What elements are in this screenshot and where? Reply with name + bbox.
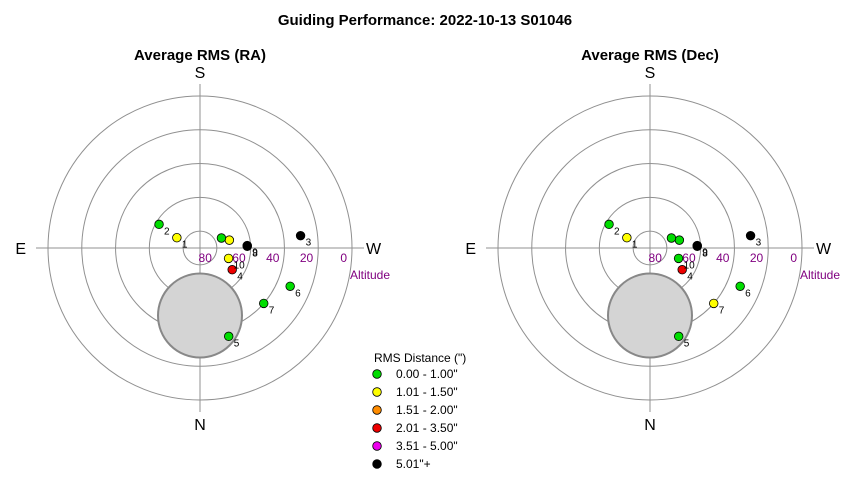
- direction-south: S: [645, 65, 656, 82]
- guide-point-label: 6: [295, 288, 301, 299]
- guide-point-label: 4: [237, 272, 243, 283]
- guide-point-6: [735, 281, 745, 291]
- legend-swatch: [372, 369, 382, 379]
- direction-west: W: [816, 241, 832, 258]
- altitude-tick-label: 0: [790, 251, 797, 265]
- guide-point-3: [295, 230, 306, 241]
- guide-point-3: [745, 230, 756, 241]
- direction-west: W: [366, 241, 382, 258]
- guide-point-label: 2: [614, 226, 620, 237]
- legend-swatch: [372, 459, 382, 469]
- legend-swatch: [372, 441, 382, 451]
- guide-point-10: [223, 253, 234, 264]
- altitude-tick-label: 80: [649, 251, 663, 265]
- direction-north: N: [194, 417, 206, 434]
- altitude-tick-label: 60: [682, 251, 696, 265]
- guide-point-extra-11: [216, 233, 227, 243]
- guide-point-extra-10: [674, 235, 685, 245]
- guide-point-label: 2: [164, 226, 170, 237]
- altitude-tick-label: 0: [340, 251, 347, 265]
- guide-point-label: 3: [756, 238, 762, 249]
- altitude-tick-label: 40: [266, 251, 280, 265]
- guide-point-extra-10: [224, 235, 235, 245]
- guide-point-label: 3: [306, 238, 312, 249]
- guide-point-6: [285, 281, 295, 291]
- altitude-tick-label: 20: [750, 251, 764, 265]
- guide-point-label: 4: [687, 272, 693, 283]
- rms-legend: RMS Distance (") 0.00 - 1.00" 1.01 - 1.50"…: [372, 351, 466, 471]
- guide-point-9: [692, 240, 702, 251]
- guide-point-7: [709, 298, 719, 309]
- guide-point-10: [673, 253, 684, 264]
- exclusion-disc: [157, 272, 243, 359]
- guide-point-2: [604, 219, 614, 230]
- guide-point-4: [227, 265, 237, 275]
- exclusion-disc: [607, 272, 693, 359]
- altitude-axis-label: Altitude: [800, 268, 840, 282]
- chart-title: Guiding Performance: 2022-10-13 S01046: [278, 12, 572, 29]
- legend-entry-label: 3.51 - 5.00": [396, 439, 458, 453]
- direction-east: E: [15, 241, 26, 258]
- guide-point-5: [674, 331, 684, 342]
- altitude-tick-label: 20: [300, 251, 314, 265]
- guide-point-extra-11: [666, 233, 677, 243]
- guide-point-label: 9: [702, 248, 708, 259]
- guide-point-label: 10: [234, 260, 246, 271]
- guide-point-label: 1: [632, 240, 638, 251]
- panel-title: Average RMS (RA): [134, 47, 266, 64]
- guide-point-5: [224, 331, 234, 342]
- guide-point-4: [677, 265, 687, 275]
- guide-point-label: 5: [684, 338, 690, 349]
- legend-entry-label: 1.01 - 1.50": [396, 385, 458, 399]
- guide-point-label: 10: [684, 260, 696, 271]
- legend-title: RMS Distance ("): [374, 351, 466, 365]
- legend-swatch: [372, 387, 382, 397]
- guide-point-label: 8: [702, 248, 708, 259]
- guide-point-2: [154, 219, 164, 230]
- direction-south: S: [195, 65, 206, 82]
- guide-point-label: 7: [269, 305, 275, 316]
- altitude-axis-label: Altitude: [350, 268, 390, 282]
- direction-east: E: [465, 241, 476, 258]
- guide-point-7: [259, 298, 269, 309]
- guide-point-label: 6: [745, 288, 751, 299]
- altitude-tick-label: 80: [199, 251, 213, 265]
- guide-point-1: [172, 232, 182, 243]
- guide-point-1: [622, 232, 632, 243]
- legend-entry-label: 1.51 - 2.00": [396, 403, 458, 417]
- legend-entry-label: 2.01 - 3.50": [396, 421, 458, 435]
- guide-point-9: [242, 240, 252, 251]
- guide-point-label: 8: [252, 248, 258, 259]
- guide-point-label: 7: [719, 305, 725, 316]
- legend-entry-label: 5.01"+: [396, 457, 431, 471]
- direction-north: N: [644, 417, 656, 434]
- altitude-tick-label: 40: [716, 251, 730, 265]
- altitude-tick-label: 60: [232, 251, 246, 265]
- legend-swatch: [372, 423, 382, 433]
- panel-title: Average RMS (Dec): [581, 47, 719, 64]
- guide-point-label: 1: [182, 240, 188, 251]
- guide-point-label: 9: [252, 248, 258, 259]
- legend-entry-label: 0.00 - 1.00": [396, 367, 458, 381]
- guide-point-label: 5: [234, 338, 240, 349]
- legend-swatch: [372, 405, 382, 415]
